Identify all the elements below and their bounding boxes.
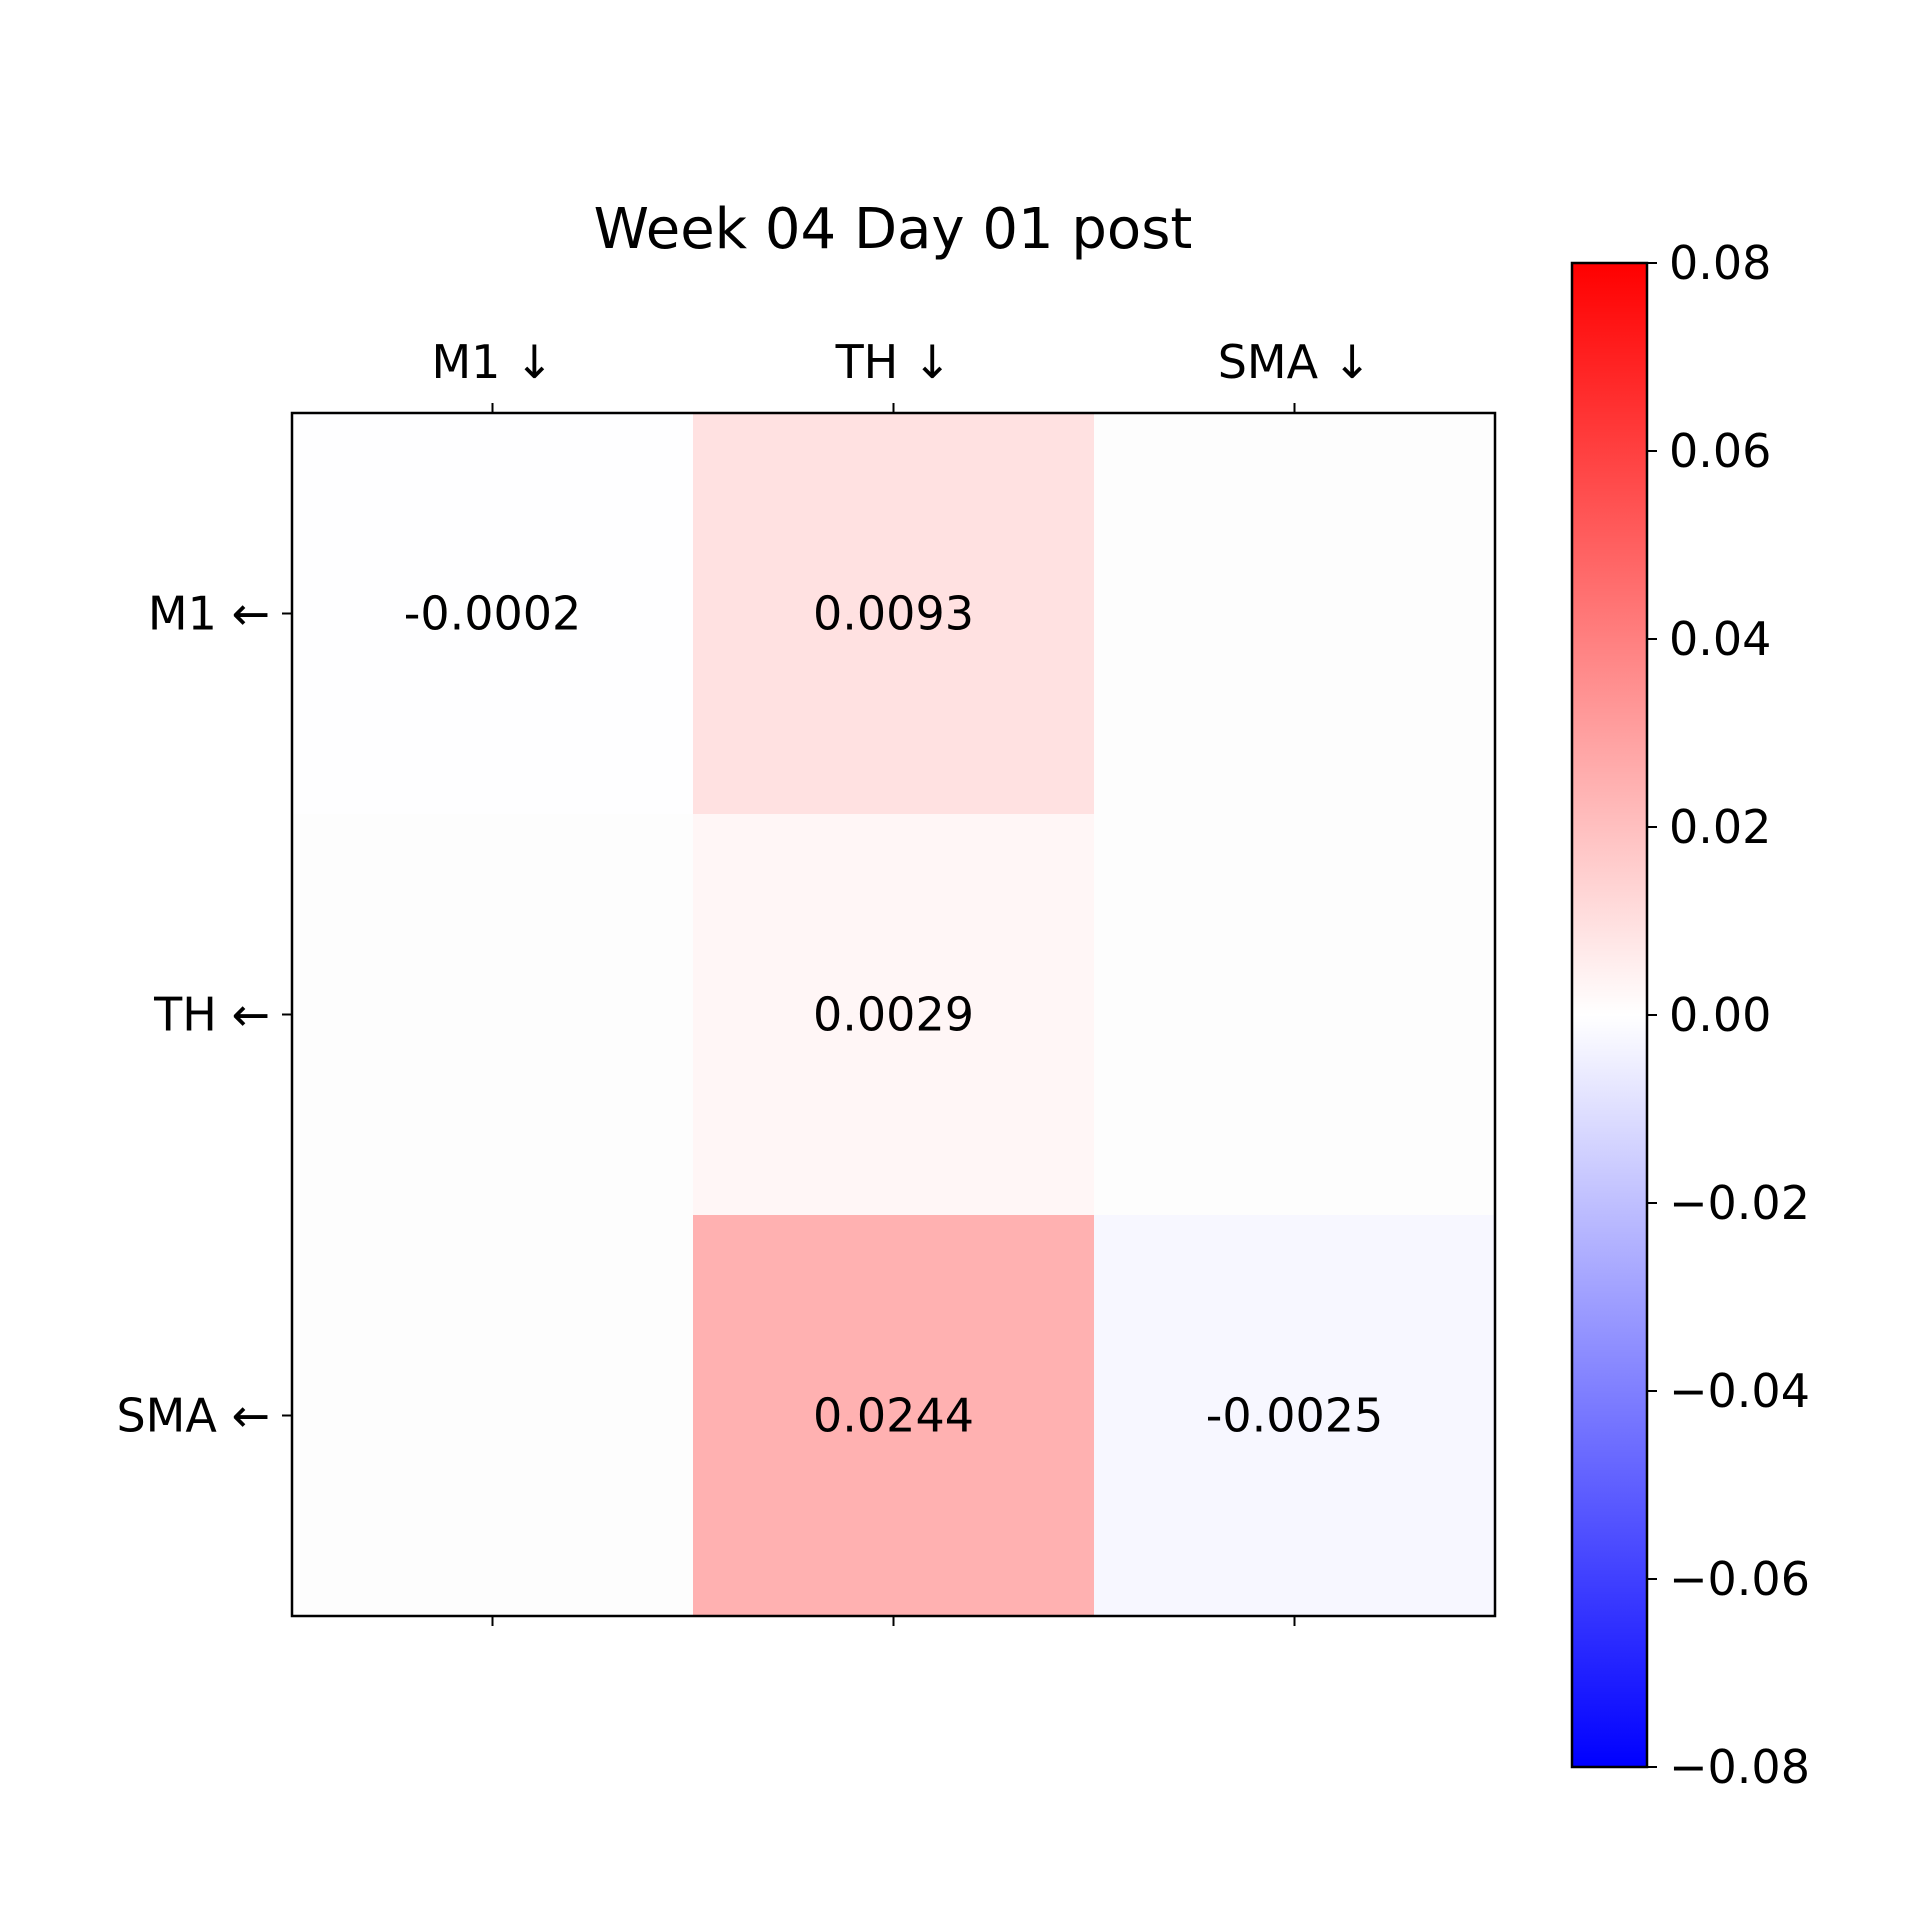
heatmap-cell [292,413,694,815]
x-axis-ticks: M1 ↓ TH ↓ SMA ↓ [431,335,1371,1626]
heatmap-cells [292,413,1496,1617]
y-tick-label: SMA ← [116,1389,270,1443]
heatmap-cell [292,1215,694,1617]
colorbar-tick-label: 0.00 [1669,988,1771,1042]
colorbar-tick-label: −0.06 [1669,1552,1810,1606]
heatmap-cell-labels: -0.0002 0.0093 0.0029 0.0244 -0.0025 [404,587,1384,1443]
chart-title: Week 04 Day 01 post [594,197,1193,262]
y-tick-label: M1 ← [148,587,270,641]
colorbar-tick-label: −0.08 [1669,1740,1810,1794]
colorbar-ticks: 0.08 0.06 0.04 0.02 0.00 −0.02 −0.04 −0.06 −0.08 [1647,236,1810,1794]
x-tick-label: M1 ↓ [431,335,553,389]
cell-value-label: 0.0029 [813,988,974,1042]
colorbar [1570,261,1649,1769]
colorbar-tick-label: −0.02 [1669,1176,1810,1230]
cell-value-label: -0.0025 [1206,1389,1384,1443]
colorbar-tick-label: 0.02 [1669,800,1771,854]
y-tick-label: TH ← [153,988,270,1042]
heatmap-cell [1094,814,1496,1216]
cell-value-label: 0.0093 [813,587,974,641]
x-tick-label: TH ↓ [835,335,952,389]
heatmap-cell [292,814,694,1216]
colorbar-tick-label: 0.04 [1669,612,1771,666]
colorbar-tick-label: 0.08 [1669,236,1771,290]
heatmap-cell [693,814,1095,1216]
cell-value-label: -0.0002 [404,587,582,641]
heatmap-cell [693,1215,1095,1617]
y-axis-ticks: M1 ← TH ← SMA ← [116,587,292,1443]
heatmap-cell [1094,1215,1496,1617]
heatmap-cell [1094,413,1496,815]
x-tick-label: SMA ↓ [1218,335,1372,389]
heatmap-cell [693,413,1095,815]
colorbar-tick-label: 0.06 [1669,424,1771,478]
cell-value-label: 0.0244 [813,1389,974,1443]
colorbar-tick-label: −0.04 [1669,1364,1810,1418]
